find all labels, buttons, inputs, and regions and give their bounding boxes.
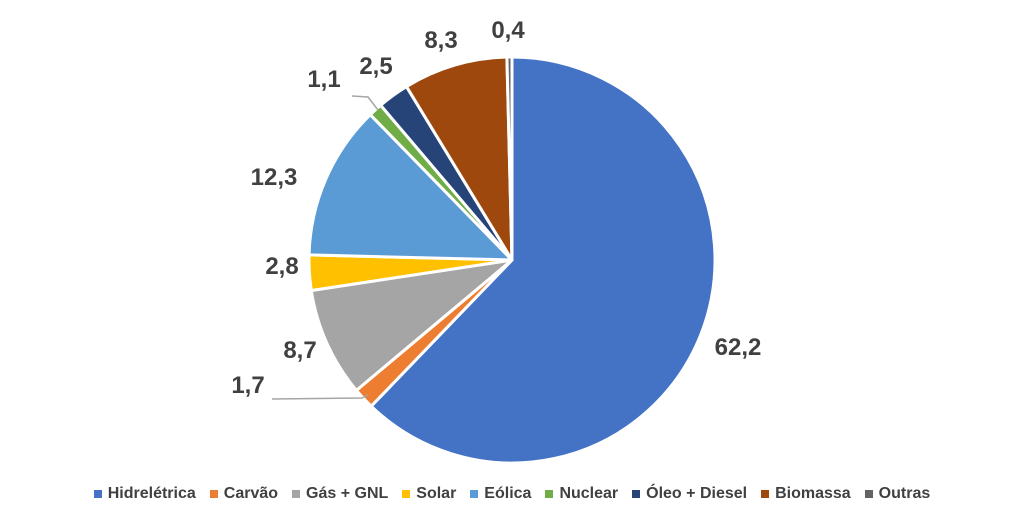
legend-label: Outras — [878, 485, 931, 502]
data-label-2: 8,7 — [283, 337, 316, 364]
legend-item-2: Gás + GNL — [292, 485, 388, 503]
legend-swatch — [292, 490, 301, 498]
data-label-3: 2,8 — [265, 253, 298, 280]
data-label-6: 2,5 — [359, 53, 392, 80]
legend-item-8: Outras — [864, 485, 931, 503]
data-labels: 62,2 1,7 8,7 2,8 12,3 1,1 2,5 8,3 0,4 — [231, 17, 761, 399]
legend-label: Biomassa — [775, 485, 851, 502]
pie-chart: 62,2 1,7 8,7 2,8 12,3 1,1 2,5 8,3 0,4 — [231, 17, 761, 465]
legend-label: Hidrelétrica — [107, 485, 196, 502]
legend-item-1: Carvão — [209, 485, 279, 503]
data-label-0: 62,2 — [715, 334, 762, 361]
data-label-8: 0,4 — [491, 17, 525, 44]
legend-swatch — [545, 490, 554, 498]
legend-item-5: Nuclear — [545, 485, 618, 503]
legend-item-4: Eólica — [470, 485, 531, 503]
pie-slice-2 — [309, 258, 514, 392]
data-label-4: 12,3 — [251, 164, 298, 191]
pie-slice-7 — [404, 55, 514, 262]
data-label-7: 8,3 — [424, 27, 457, 54]
legend-label: Óleo + Diesel — [646, 485, 748, 502]
legend-item-7: Biomassa — [761, 485, 851, 503]
legend-swatch — [470, 490, 479, 498]
pie-slice-0 — [369, 55, 717, 465]
legend-swatch — [93, 490, 102, 498]
legend-swatch — [402, 490, 411, 498]
legend: Hidrelétrica Carvão Gás + GNL Solar Eólica Nu… — [0, 476, 1024, 512]
legend-label: Solar — [416, 485, 457, 502]
pie-slices — [307, 55, 717, 465]
legend-label: Carvão — [223, 485, 279, 502]
legend-label: Eólica — [484, 485, 532, 502]
legend-item-3: Solar — [402, 485, 456, 503]
legend-swatch — [761, 490, 770, 498]
data-label-1: 1,7 — [231, 372, 264, 399]
legend-label: Nuclear — [559, 485, 619, 502]
leader-lines — [271, 95, 379, 400]
legend-label: Gás + GNL — [306, 485, 389, 502]
pie-slice-8 — [505, 55, 514, 262]
data-label-5: 1,1 — [307, 66, 340, 93]
legend-swatch — [632, 490, 641, 498]
leader-line-1 — [271, 394, 369, 400]
leader-line-5 — [351, 95, 379, 111]
legend-swatch — [209, 490, 218, 498]
pie-slice-4 — [307, 113, 514, 262]
legend-item-0: Hidrelétrica — [93, 485, 196, 503]
legend-swatch — [864, 490, 873, 498]
legend-item-6: Óleo + Diesel — [632, 485, 747, 503]
